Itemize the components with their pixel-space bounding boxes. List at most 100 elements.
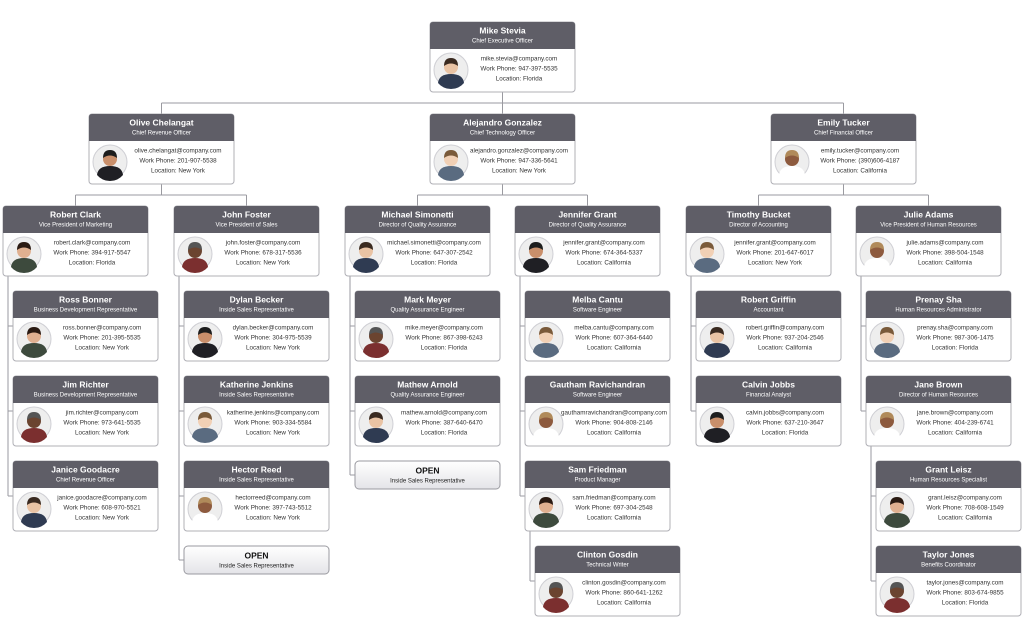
employee-location: Location: Florida xyxy=(932,345,979,352)
employee-email: grant.leisz@company.com xyxy=(928,495,1002,502)
employee-phone: Work Phone: 697-304-2548 xyxy=(575,505,653,512)
employee-phone: Work Phone: 394-917-5547 xyxy=(53,250,131,257)
employee-email: janice.goodacre@company.com xyxy=(56,495,147,502)
employee-location: Location: New York xyxy=(748,260,803,267)
employee-card: Janice Goodacre Chief Revenue Officer jani… xyxy=(12,460,159,532)
avatar-hair xyxy=(529,242,543,250)
employee-phone: Work Phone: (390)606-4187 xyxy=(820,158,900,165)
employee-email: mathew.arnold@company.com xyxy=(401,410,487,417)
avatar-hair xyxy=(880,412,894,420)
card-header xyxy=(525,291,670,318)
employee-title: Director of Quality Assurance xyxy=(379,223,457,229)
employee-location: Location: Florida xyxy=(411,260,458,267)
card-header xyxy=(876,546,1021,573)
employee-title: Financial Analyst xyxy=(746,393,791,399)
card-header xyxy=(525,376,670,403)
avatar-shoulders xyxy=(97,166,123,182)
employee-title: Chief Financial Officer xyxy=(814,131,873,137)
card-header xyxy=(430,114,575,141)
avatar-hair xyxy=(539,327,553,335)
employee-card: Julie Adams Vice President of Human Resou… xyxy=(855,205,1002,277)
employee-email: robert.clark@company.com xyxy=(54,240,131,247)
employee-email: melba.cantu@company.com xyxy=(574,325,653,332)
avatar-shoulders xyxy=(182,258,208,274)
card-header xyxy=(515,206,660,233)
employee-name: Mike Stevia xyxy=(479,25,526,35)
employee-card: Prenay Sha Human Resources Administrator p… xyxy=(865,290,1012,362)
employee-name: Sam Friedman xyxy=(568,464,627,474)
employee-email: hectorreed@company.com xyxy=(235,495,310,502)
employee-card: OPEN Inside Sales Representative xyxy=(183,545,330,575)
card-header xyxy=(184,461,329,488)
employee-phone: Work Phone: 304-975-5539 xyxy=(234,335,312,342)
avatar-hair xyxy=(369,412,383,420)
card-header xyxy=(3,206,148,233)
employee-phone: Work Phone: 201-647-6017 xyxy=(736,250,814,257)
employee-phone: Work Phone: 678-317-5536 xyxy=(224,250,302,257)
employee-name: Mathew Arnold xyxy=(397,379,458,389)
employee-email: mike.stevia@company.com xyxy=(481,56,558,63)
card-header xyxy=(430,22,575,49)
employee-name: Calvin Jobbs xyxy=(742,379,795,389)
avatar-shoulders xyxy=(543,598,569,614)
employee-card: Jim Richter Business Development Represen… xyxy=(12,375,159,447)
employee-location: Location: Florida xyxy=(762,430,809,437)
employee-phone: Work Phone: 398-504-1548 xyxy=(906,250,984,257)
employee-name: Ross Bonner xyxy=(59,294,113,304)
avatar-hair xyxy=(549,582,563,590)
employee-card: Olive Chelangat Chief Revenue Officer oliv… xyxy=(88,113,235,185)
avatar-shoulders xyxy=(523,258,549,274)
employee-phone: Work Phone: 404-239-6741 xyxy=(916,420,994,427)
employee-name: Janice Goodacre xyxy=(51,464,120,474)
employee-card: OPEN Inside Sales Representative xyxy=(354,460,501,490)
avatar-hair xyxy=(444,150,458,158)
employee-title: Chief Executive Officer xyxy=(472,39,533,45)
avatar-hair xyxy=(444,58,458,66)
employee-title: Accountant xyxy=(753,308,783,314)
employee-name: Alejandro Gonzalez xyxy=(463,117,542,127)
card-header xyxy=(355,291,500,318)
card-header xyxy=(866,376,1011,403)
employee-card: Katherine Jenkins Inside Sales Representa… xyxy=(183,375,330,447)
employee-title: Vice President of Sales xyxy=(216,223,278,229)
employee-card: Robert Clark Vice President of Marketing r… xyxy=(2,205,149,277)
avatar-shoulders xyxy=(779,166,805,182)
avatar-hair xyxy=(103,150,117,158)
employee-email: robert.griffin@company.com xyxy=(746,325,825,332)
employee-title: Vice President of Human Resources xyxy=(880,223,977,229)
avatar-hair xyxy=(700,242,714,250)
employee-name: Michael Simonetti xyxy=(381,209,453,219)
avatar-hair xyxy=(17,242,31,250)
employee-title: Chief Revenue Officer xyxy=(132,131,191,137)
employee-title: Inside Sales Representative xyxy=(219,478,294,484)
avatar-shoulders xyxy=(694,258,720,274)
card-header xyxy=(355,376,500,403)
avatar-shoulders xyxy=(21,343,47,359)
employee-location: Location: Florida xyxy=(421,345,468,352)
employee-title: Software Engineer xyxy=(573,393,622,399)
open-card xyxy=(183,545,330,575)
employee-name: Prenay Sha xyxy=(915,294,962,304)
avatar-hair xyxy=(27,497,41,505)
employee-phone: Work Phone: 903-334-5584 xyxy=(234,420,312,427)
employee-name: Gautham Ravichandran xyxy=(550,379,645,389)
card-header xyxy=(876,461,1021,488)
card-header xyxy=(13,291,158,318)
avatar-shoulders xyxy=(438,74,464,90)
employee-location: Location: New York xyxy=(492,168,547,175)
employee-card: Grant Leisz Human Resources Specialist gra… xyxy=(875,460,1022,532)
employee-card: Clinton Gosdin Technical Writer clinton.go… xyxy=(534,545,681,617)
employee-title: Vice President of Marketing xyxy=(39,223,112,229)
employee-location: Location: California xyxy=(587,345,641,352)
avatar-shoulders xyxy=(874,428,900,444)
employee-name: Olive Chelangat xyxy=(129,117,193,127)
employee-name: Timothy Bucket xyxy=(727,209,791,219)
employee-card: Melba Cantu Software Engineer melba.cantu@… xyxy=(524,290,671,362)
card-header xyxy=(686,206,831,233)
position-open: OPEN xyxy=(415,465,439,475)
connectors xyxy=(7,92,929,582)
avatar-hair xyxy=(890,582,904,590)
employee-title: Benefits Coordinator xyxy=(921,563,976,569)
employee-phone: Work Phone: 803-674-9855 xyxy=(926,590,1004,597)
